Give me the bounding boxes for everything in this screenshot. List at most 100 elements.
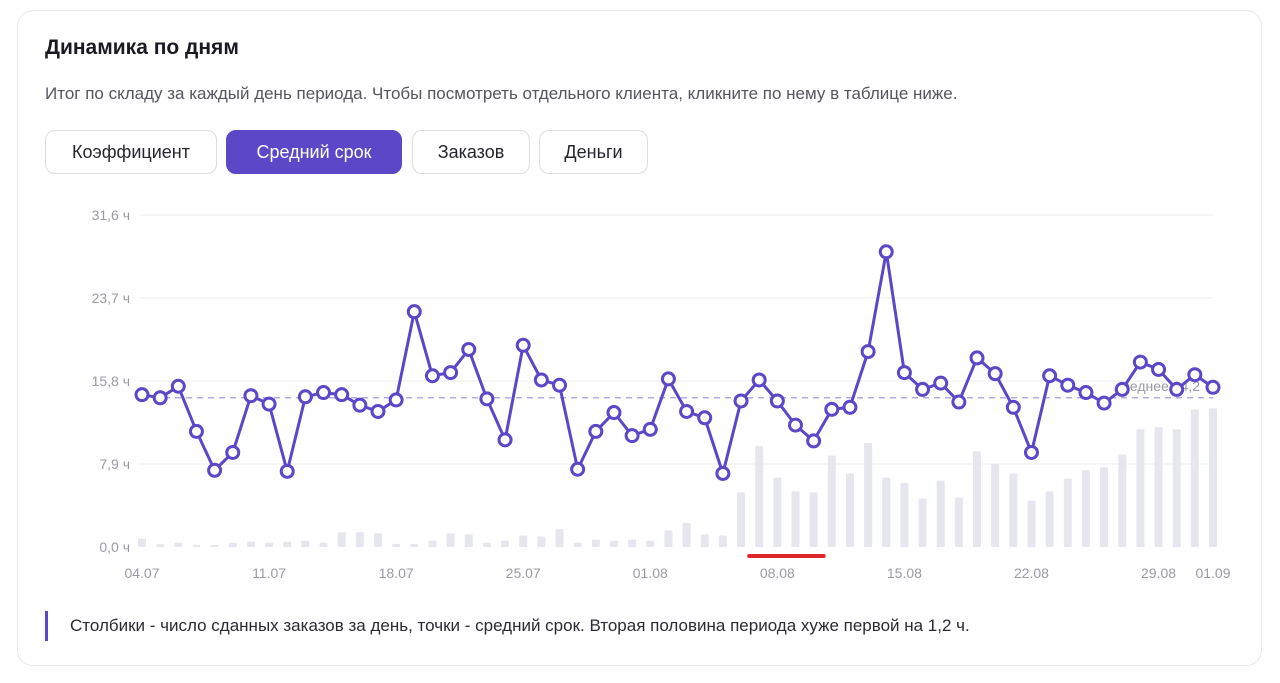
tab-orders[interactable]: Заказов (412, 130, 530, 174)
order-bar (864, 442, 873, 547)
x-tick-label: 08.08 (760, 565, 795, 581)
data-point (1169, 381, 1185, 397)
order-bar (156, 543, 165, 547)
data-point (225, 444, 241, 460)
order-bar (791, 491, 800, 547)
data-point (787, 417, 803, 433)
data-point (769, 393, 785, 409)
order-bar (373, 533, 382, 547)
chart-note-text: Столбики - число сданных заказов за день… (70, 616, 970, 635)
order-bar (1172, 429, 1181, 547)
order-bar (718, 535, 727, 547)
y-tick-label: 23,7 ч (92, 290, 130, 306)
order-bar (174, 542, 183, 547)
y-tick-label: 0,0 ч (99, 539, 130, 555)
data-point (1114, 381, 1130, 397)
order-bar (464, 534, 473, 547)
order-bar (1118, 454, 1127, 547)
data-point (896, 365, 912, 381)
order-bar (1009, 473, 1018, 547)
data-point (1023, 444, 1039, 460)
average-term-points (134, 244, 1221, 481)
order-bar (737, 492, 746, 547)
order-bar (991, 464, 1000, 547)
data-point (824, 401, 840, 417)
order-bar (428, 540, 437, 547)
data-point (443, 365, 459, 381)
y-tick-label: 15,8 ч (92, 373, 130, 389)
data-point (1205, 379, 1221, 395)
order-bar (664, 530, 673, 547)
daily-dynamics-card (17, 10, 1262, 666)
data-point (733, 393, 749, 409)
card-title: Динамика по дням (45, 36, 239, 59)
order-bar (1100, 467, 1109, 547)
data-point (806, 433, 822, 449)
data-point (461, 341, 477, 357)
data-point (642, 421, 658, 437)
data-point (1005, 399, 1021, 415)
order-bar (591, 539, 600, 547)
data-point (660, 371, 676, 387)
x-tick-label: 25.07 (506, 565, 541, 581)
data-point (134, 387, 150, 403)
data-point (951, 394, 967, 410)
x-tick-label: 04.07 (124, 565, 159, 581)
x-tick-label: 11.07 (252, 565, 286, 581)
data-point (207, 462, 223, 478)
order-bar (1081, 470, 1090, 547)
order-bar (283, 541, 292, 547)
average-term-series (140, 250, 1215, 475)
data-point (279, 463, 295, 479)
data-point (479, 391, 495, 407)
order-bar (265, 542, 274, 547)
data-point (515, 337, 531, 353)
data-point (352, 397, 368, 413)
data-point (1042, 368, 1058, 384)
x-tick-label: 22.08 (1014, 565, 1049, 581)
tab-money[interactable]: Деньги (539, 130, 648, 174)
data-point (552, 377, 568, 393)
order-bar (918, 498, 927, 547)
order-bar (954, 497, 963, 547)
data-point (915, 381, 931, 397)
order-bar (809, 492, 818, 547)
order-bar (319, 542, 328, 547)
order-bar (682, 522, 691, 547)
data-point (388, 392, 404, 408)
data-point (188, 423, 204, 439)
order-bar (1027, 500, 1036, 547)
grid-lines (140, 214, 1213, 465)
data-point (406, 304, 422, 320)
order-bar (882, 477, 891, 547)
order-bar (936, 480, 945, 547)
order-bar (355, 532, 364, 547)
y-tick-label: 31,6 ч (92, 207, 130, 223)
data-point (152, 390, 168, 406)
y-tick-label: 7,9 ч (99, 456, 130, 472)
data-point (1060, 377, 1076, 393)
tab-coefficient[interactable]: Коэффициент (45, 130, 217, 174)
data-point (316, 385, 332, 401)
data-point (570, 461, 586, 477)
order-bar (1190, 409, 1199, 547)
order-bar (1045, 491, 1054, 547)
data-point (715, 465, 731, 481)
order-bar (755, 446, 764, 547)
order-bar (845, 473, 854, 547)
data-point (878, 244, 894, 260)
x-axis-ticks: 04.07 11.07 18.07 25.07 01.08 08.08 15.08 22.08… (124, 565, 1230, 581)
tab-average-term[interactable]: Средний срок (226, 130, 402, 174)
data-point (860, 344, 876, 360)
data-point (370, 403, 386, 419)
data-point (842, 399, 858, 415)
order-bar (700, 534, 709, 547)
data-point (1151, 361, 1167, 377)
data-point (751, 372, 767, 388)
data-point (1132, 354, 1148, 370)
order-bar (900, 482, 909, 547)
x-tick-label: 01.08 (633, 565, 668, 581)
order-bar (973, 451, 982, 547)
data-point (243, 388, 259, 404)
data-point (170, 378, 186, 394)
